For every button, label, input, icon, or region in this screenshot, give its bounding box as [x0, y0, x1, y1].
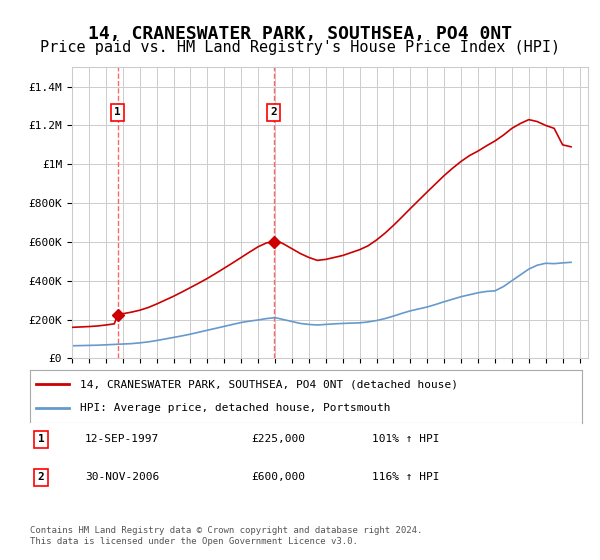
Text: £600,000: £600,000 [251, 472, 305, 482]
Text: HPI: Average price, detached house, Portsmouth: HPI: Average price, detached house, Port… [80, 403, 390, 413]
Text: 101% ↑ HPI: 101% ↑ HPI [372, 435, 440, 445]
Text: 1: 1 [115, 108, 121, 118]
Text: 116% ↑ HPI: 116% ↑ HPI [372, 472, 440, 482]
Text: 2: 2 [38, 472, 44, 482]
Text: 14, CRANESWATER PARK, SOUTHSEA, PO4 0NT (detached house): 14, CRANESWATER PARK, SOUTHSEA, PO4 0NT … [80, 380, 458, 390]
Text: 30-NOV-2006: 30-NOV-2006 [85, 472, 160, 482]
Text: Price paid vs. HM Land Registry's House Price Index (HPI): Price paid vs. HM Land Registry's House … [40, 40, 560, 55]
Text: 12-SEP-1997: 12-SEP-1997 [85, 435, 160, 445]
Text: 2: 2 [270, 108, 277, 118]
Text: 1: 1 [38, 435, 44, 445]
Text: Contains HM Land Registry data © Crown copyright and database right 2024.
This d: Contains HM Land Registry data © Crown c… [30, 526, 422, 546]
Text: £225,000: £225,000 [251, 435, 305, 445]
Text: 14, CRANESWATER PARK, SOUTHSEA, PO4 0NT: 14, CRANESWATER PARK, SOUTHSEA, PO4 0NT [88, 25, 512, 43]
